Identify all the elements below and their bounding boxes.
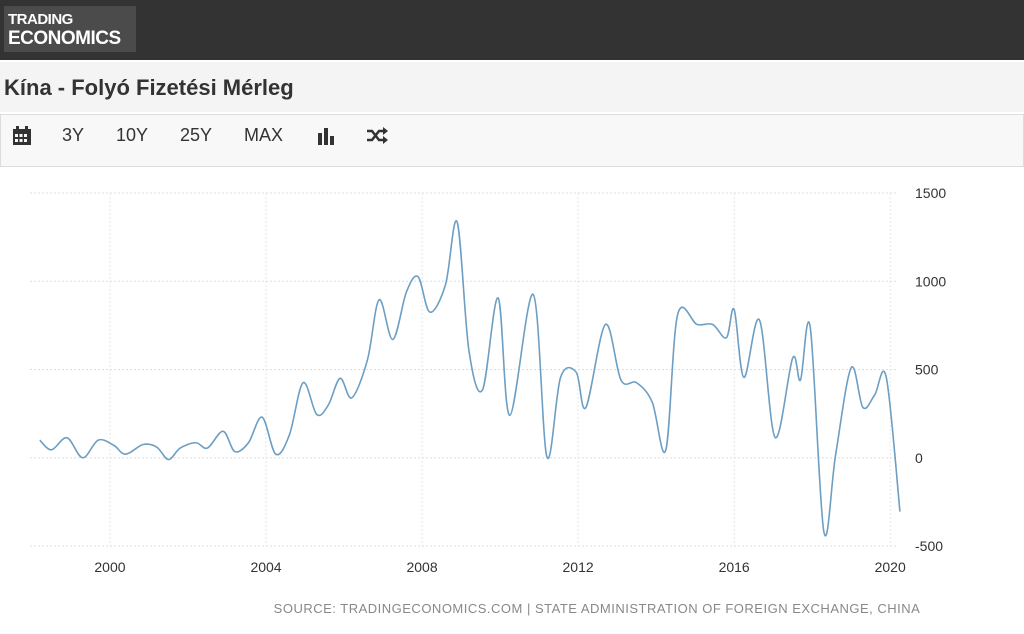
x-tick-label: 2020 (875, 559, 906, 575)
toolbar: 3Y 10Y 25Y MAX (0, 114, 1024, 167)
calendar-icon[interactable] (11, 125, 33, 147)
bar-chart-icon[interactable] (316, 125, 338, 147)
x-tick-label: 2012 (563, 559, 594, 575)
x-tick-label: 2004 (250, 559, 281, 575)
chart: SOURCE: TRADINGECONOMICS.COM | STATE ADM… (30, 185, 946, 616)
logo-line: TRADING (8, 11, 73, 28)
top-bar: TRADING ECONOMICS (0, 0, 1024, 60)
data-line (39, 220, 901, 537)
y-tick-label: 1500 (915, 185, 946, 201)
range-button[interactable]: 3Y (62, 125, 85, 145)
y-tick-label: 0 (915, 450, 923, 466)
title-bar: Kína - Folyó Fizetési Mérleg (0, 62, 1024, 112)
range-button[interactable]: MAX (244, 125, 284, 145)
x-tick-label: 2000 (94, 559, 125, 575)
y-tick-label: 500 (915, 362, 939, 378)
range-button[interactable]: 10Y (116, 125, 149, 145)
chart-title: Kína - Folyó Fizetési Mérleg (4, 75, 294, 100)
x-tick-label: 2016 (719, 559, 750, 575)
range-button[interactable]: 25Y (180, 125, 213, 145)
logo-line: ECONOMICS (8, 28, 121, 49)
logo[interactable]: TRADING ECONOMICS (4, 6, 136, 52)
x-tick-label: 2008 (406, 559, 437, 575)
y-tick-label: -500 (915, 538, 943, 554)
y-tick-label: 1000 (915, 273, 946, 289)
shuffle-icon[interactable] (365, 125, 389, 147)
source-note: SOURCE: TRADINGECONOMICS.COM | STATE ADM… (274, 601, 921, 616)
